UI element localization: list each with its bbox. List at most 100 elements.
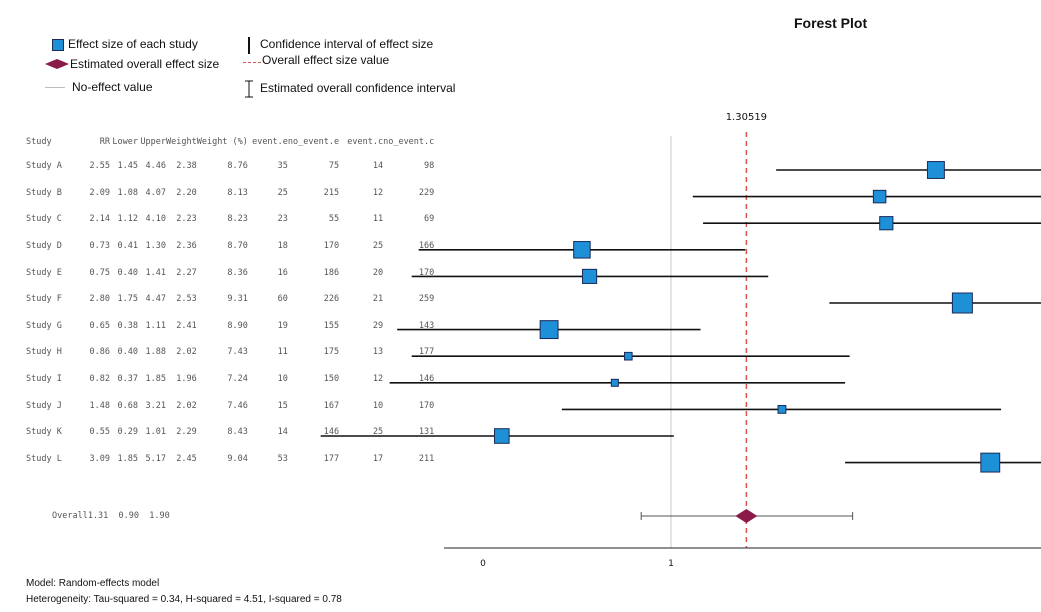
legend-dashed-line-icon [243,62,261,63]
table-cell: 2.38 [176,161,197,172]
table-cell: 8.76 [227,161,248,172]
table-cell: 0.38 [117,320,138,331]
table-cell: 0.86 [89,347,110,358]
table-cell: 8.23 [227,214,248,225]
col-header: no_event.e [287,137,340,147]
table-cell: 1.85 [145,374,166,385]
table-row: Study I 0.82 0.37 1.85 1.96 7.24 10 150 12 146 [26,366,434,393]
legend-overall-ci-label: Estimated overall confidence interval [260,81,456,95]
table-cell: 75 [328,161,340,172]
overall-row: Overall1.31 0.90 1.90 [52,511,170,521]
table-cell: 20 [372,267,384,278]
table-cell: 1.30 [145,241,166,252]
col-header: event.c [347,137,384,147]
table-cell: 11 [372,214,384,225]
legend-study-box-icon [52,39,64,51]
table-cell: 229 [418,187,435,198]
table-cell: 53 [277,453,288,464]
table-cell: 19 [277,320,288,331]
table-cell: 11 [277,347,288,358]
table-cell: 1.11 [145,320,166,331]
legend-ci-label: Confidence interval of effect size [260,37,434,51]
table-cell: 8.90 [227,320,248,331]
table-row: Study C 2.14 1.12 4.10 2.23 8.23 23 55 11 69 [26,206,434,233]
legend-no-effect-label: No-effect value [72,80,153,94]
col-header: no_event.c [383,137,435,147]
table-cell: 186 [323,267,340,278]
table-cell: 16 [277,267,288,278]
table-cell: 2.53 [176,294,197,305]
table-cell: 1.12 [117,214,138,225]
table-cell: 3.09 [89,453,110,464]
table-cell: Study A [26,161,62,172]
table-cell: 15 [277,400,288,411]
table-cell: 0.65 [89,320,110,331]
table-cell: 7.24 [227,374,248,385]
table-cell: 9.31 [227,294,248,305]
table-cell: Study E [26,267,62,278]
table-row: Study J 1.48 0.68 3.21 2.02 7.46 15 167 10 170 [26,392,434,419]
table-header-row: Study RR Lower Upper Weight Weight (%) e… [26,137,434,153]
table-cell: 2.55 [89,161,110,172]
table-cell: 8.36 [227,267,248,278]
table-cell: 4.46 [145,161,166,172]
table-cell: 2.23 [176,214,197,225]
table-cell: 2.09 [89,187,110,198]
model-notes: Model: Random-effects model Heterogeneit… [26,576,342,608]
table-cell: 2.80 [89,294,110,305]
table-row: Study E 0.75 0.40 1.41 2.27 8.36 16 186 20 170 [26,259,434,286]
table-cell: 0.73 [89,241,110,252]
study-effect-box [872,189,887,204]
table-cell: 1.88 [145,347,166,358]
table-cell: 166 [418,241,435,252]
table-cell: 9.04 [227,453,248,464]
table-cell: 8.70 [227,241,248,252]
legend-diamond-icon [45,59,69,69]
table-cell: 131 [418,427,435,438]
table-cell: 150 [323,374,340,385]
overall-diamond [735,509,758,523]
legend-overall-value-label: Overall effect size value [262,53,390,67]
table-cell: 23 [277,214,288,225]
table-cell: 0.75 [89,267,110,278]
table-cell: 7.43 [227,347,248,358]
table-cell: Study K [26,427,62,438]
table-cell: 2.20 [176,187,197,198]
table-cell: 4.10 [145,214,166,225]
study-effect-box [582,268,598,284]
table-cell: 12 [372,187,384,198]
study-effect-box [926,161,945,179]
table-cell: 8.43 [227,427,248,438]
table-cell: 4.47 [145,294,166,305]
table-cell: 146 [323,427,340,438]
table-cell: 14 [277,427,288,438]
heterogeneity-label: Heterogeneity: Tau-squared = 0.34, H-squ… [26,594,342,605]
table-cell: 215 [323,187,340,198]
table-cell: 2.27 [176,267,197,278]
table-cell: 259 [418,294,435,305]
table-cell: 1.48 [89,400,110,411]
table-cell: 177 [323,453,340,464]
table-cell: 2.14 [89,214,110,225]
table-cell: 143 [418,320,435,331]
table-row: Study F 2.80 1.75 4.47 2.53 9.31 60 226 21 259 [26,286,434,313]
table-cell: 21 [372,294,384,305]
table-cell: Study I [26,374,62,385]
table-cell: 25 [372,427,384,438]
table-cell: 3.21 [145,400,166,411]
table-cell: Study J [26,400,62,411]
table-cell: 13 [372,347,384,358]
col-header: Study [26,137,52,147]
legend-overall-effect-label: Estimated overall effect size [70,57,220,71]
study-effect-box [879,216,894,231]
table-cell: Study F [26,294,62,305]
x-tick-label: 1 [668,559,674,569]
table-cell: 29 [372,320,384,331]
study-effect-box [610,378,619,387]
table-cell: Study L [26,453,62,464]
table-cell: 10 [277,374,288,385]
table-cell: 226 [323,294,340,305]
table-cell: 211 [418,453,435,464]
table-cell: 0.82 [89,374,110,385]
